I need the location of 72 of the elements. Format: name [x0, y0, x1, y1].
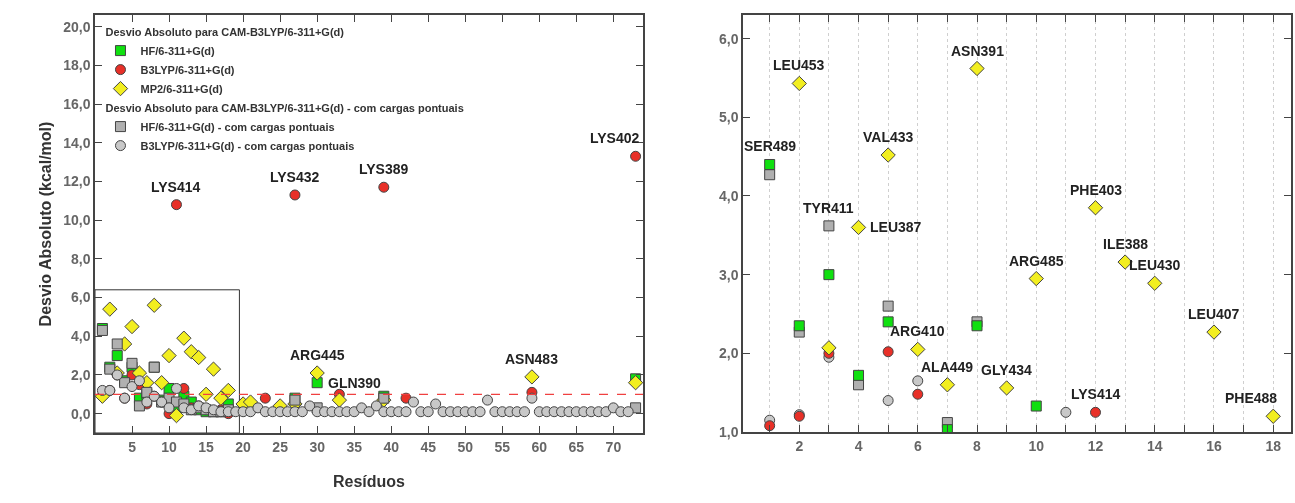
y-tick-label: 4,0 — [70, 328, 91, 345]
annotation: ILE388 — [1103, 236, 1149, 252]
annotation: LYS414 — [151, 179, 201, 195]
x-tick-label: 65 — [568, 438, 585, 455]
annotation: ALA449 — [921, 359, 974, 375]
x-axis-title: Resíduos — [332, 472, 406, 490]
legend-title: Desvio Absoluto para CAM-B3LYP/6-311+G(d) — [105, 25, 345, 38]
annotation: ARG445 — [290, 347, 345, 363]
annotation: SER489 — [744, 138, 797, 154]
y-tick-label: 14,0 — [63, 134, 91, 151]
annotation: LYS389 — [359, 161, 409, 177]
x-tick-label: 5 — [128, 438, 137, 455]
annotation: GLN390 — [328, 375, 382, 391]
x-tick-label: 2 — [795, 437, 804, 454]
legend-label: B3LYP/6-311+G(d) - com cargas pontuais — [140, 139, 355, 152]
x-tick-label: 50 — [457, 438, 474, 455]
x-tick-label: 12 — [1087, 437, 1104, 454]
x-tick-label: 40 — [383, 438, 400, 455]
y-tick-label: 0,0 — [70, 405, 91, 422]
x-tick-label: 14 — [1146, 437, 1163, 454]
annotation: LEU430 — [1129, 257, 1181, 273]
annotation: ARG485 — [1009, 253, 1064, 269]
x-tick-label: 45 — [420, 438, 437, 455]
legend-label: HF/6-311+G(d) — [140, 44, 216, 57]
x-tick-label: 30 — [309, 438, 326, 455]
legend-label: HF/6-311+G(d) - com cargas pontuais — [140, 120, 335, 133]
annotation: ASN483 — [505, 351, 559, 367]
y-tick-label: 6,0 — [70, 289, 91, 306]
y-tick-label: 2,0 — [718, 345, 739, 362]
x-tick-label: 10 — [161, 438, 178, 455]
annotation: GLY434 — [981, 362, 1033, 378]
annotation: LEU387 — [870, 219, 922, 235]
y-axis-title: Desvio Absoluto (kcal/mol) — [36, 121, 54, 327]
x-tick-label: 15 — [198, 438, 215, 455]
annotation: Desvio Absoluto para CAM-B3LYP/6-311+G(d) - com cargas pontuais — [105, 101, 464, 114]
annotation: TYR411 — [803, 200, 854, 216]
x-tick-label: 25 — [272, 438, 289, 455]
annotation: PHE403 — [1070, 182, 1123, 198]
y-tick-label: 5,0 — [718, 109, 739, 126]
annotation: LEU453 — [773, 57, 825, 73]
legend-label: MP2/6-311+G(d) — [140, 82, 224, 95]
y-tick-label: 3,0 — [718, 266, 739, 283]
y-tick-label: 1,0 — [718, 423, 739, 440]
y-tick-label: 16,0 — [63, 95, 91, 112]
x-tick-label: 4 — [854, 437, 863, 454]
x-tick-label: 8 — [973, 437, 982, 454]
annotation: ARG410 — [890, 323, 945, 339]
x-tick-label: 20 — [235, 438, 252, 455]
y-tick-label: 4,0 — [718, 187, 739, 204]
x-tick-label: 18 — [1265, 437, 1282, 454]
y-tick-label: 10,0 — [63, 212, 91, 229]
x-tick-label: 55 — [494, 438, 511, 455]
annotation: ASN391 — [951, 43, 1005, 59]
x-tick-label: 10 — [1028, 437, 1045, 454]
x-tick-label: 60 — [531, 438, 548, 455]
legend-label: B3LYP/6-311+G(d) — [140, 63, 235, 76]
y-tick-label: 8,0 — [70, 250, 91, 267]
y-tick-label: 20,0 — [63, 18, 91, 35]
y-tick-label: 6,0 — [718, 30, 739, 47]
y-tick-label: 12,0 — [63, 173, 91, 190]
annotation: LEU407 — [1188, 306, 1240, 322]
annotation: LYS432 — [270, 169, 320, 185]
x-tick-label: 6 — [913, 437, 922, 454]
y-tick-label: 18,0 — [63, 57, 91, 74]
x-tick-label: 35 — [346, 438, 363, 455]
annotation: VAL433 — [863, 129, 914, 145]
x-tick-label: 70 — [605, 438, 622, 455]
annotation: PHE488 — [1225, 390, 1278, 406]
y-tick-label: 2,0 — [70, 366, 91, 383]
x-tick-label: 16 — [1206, 437, 1222, 454]
annotation: LYS402 — [590, 130, 640, 146]
annotation: LYS414 — [1071, 386, 1121, 402]
